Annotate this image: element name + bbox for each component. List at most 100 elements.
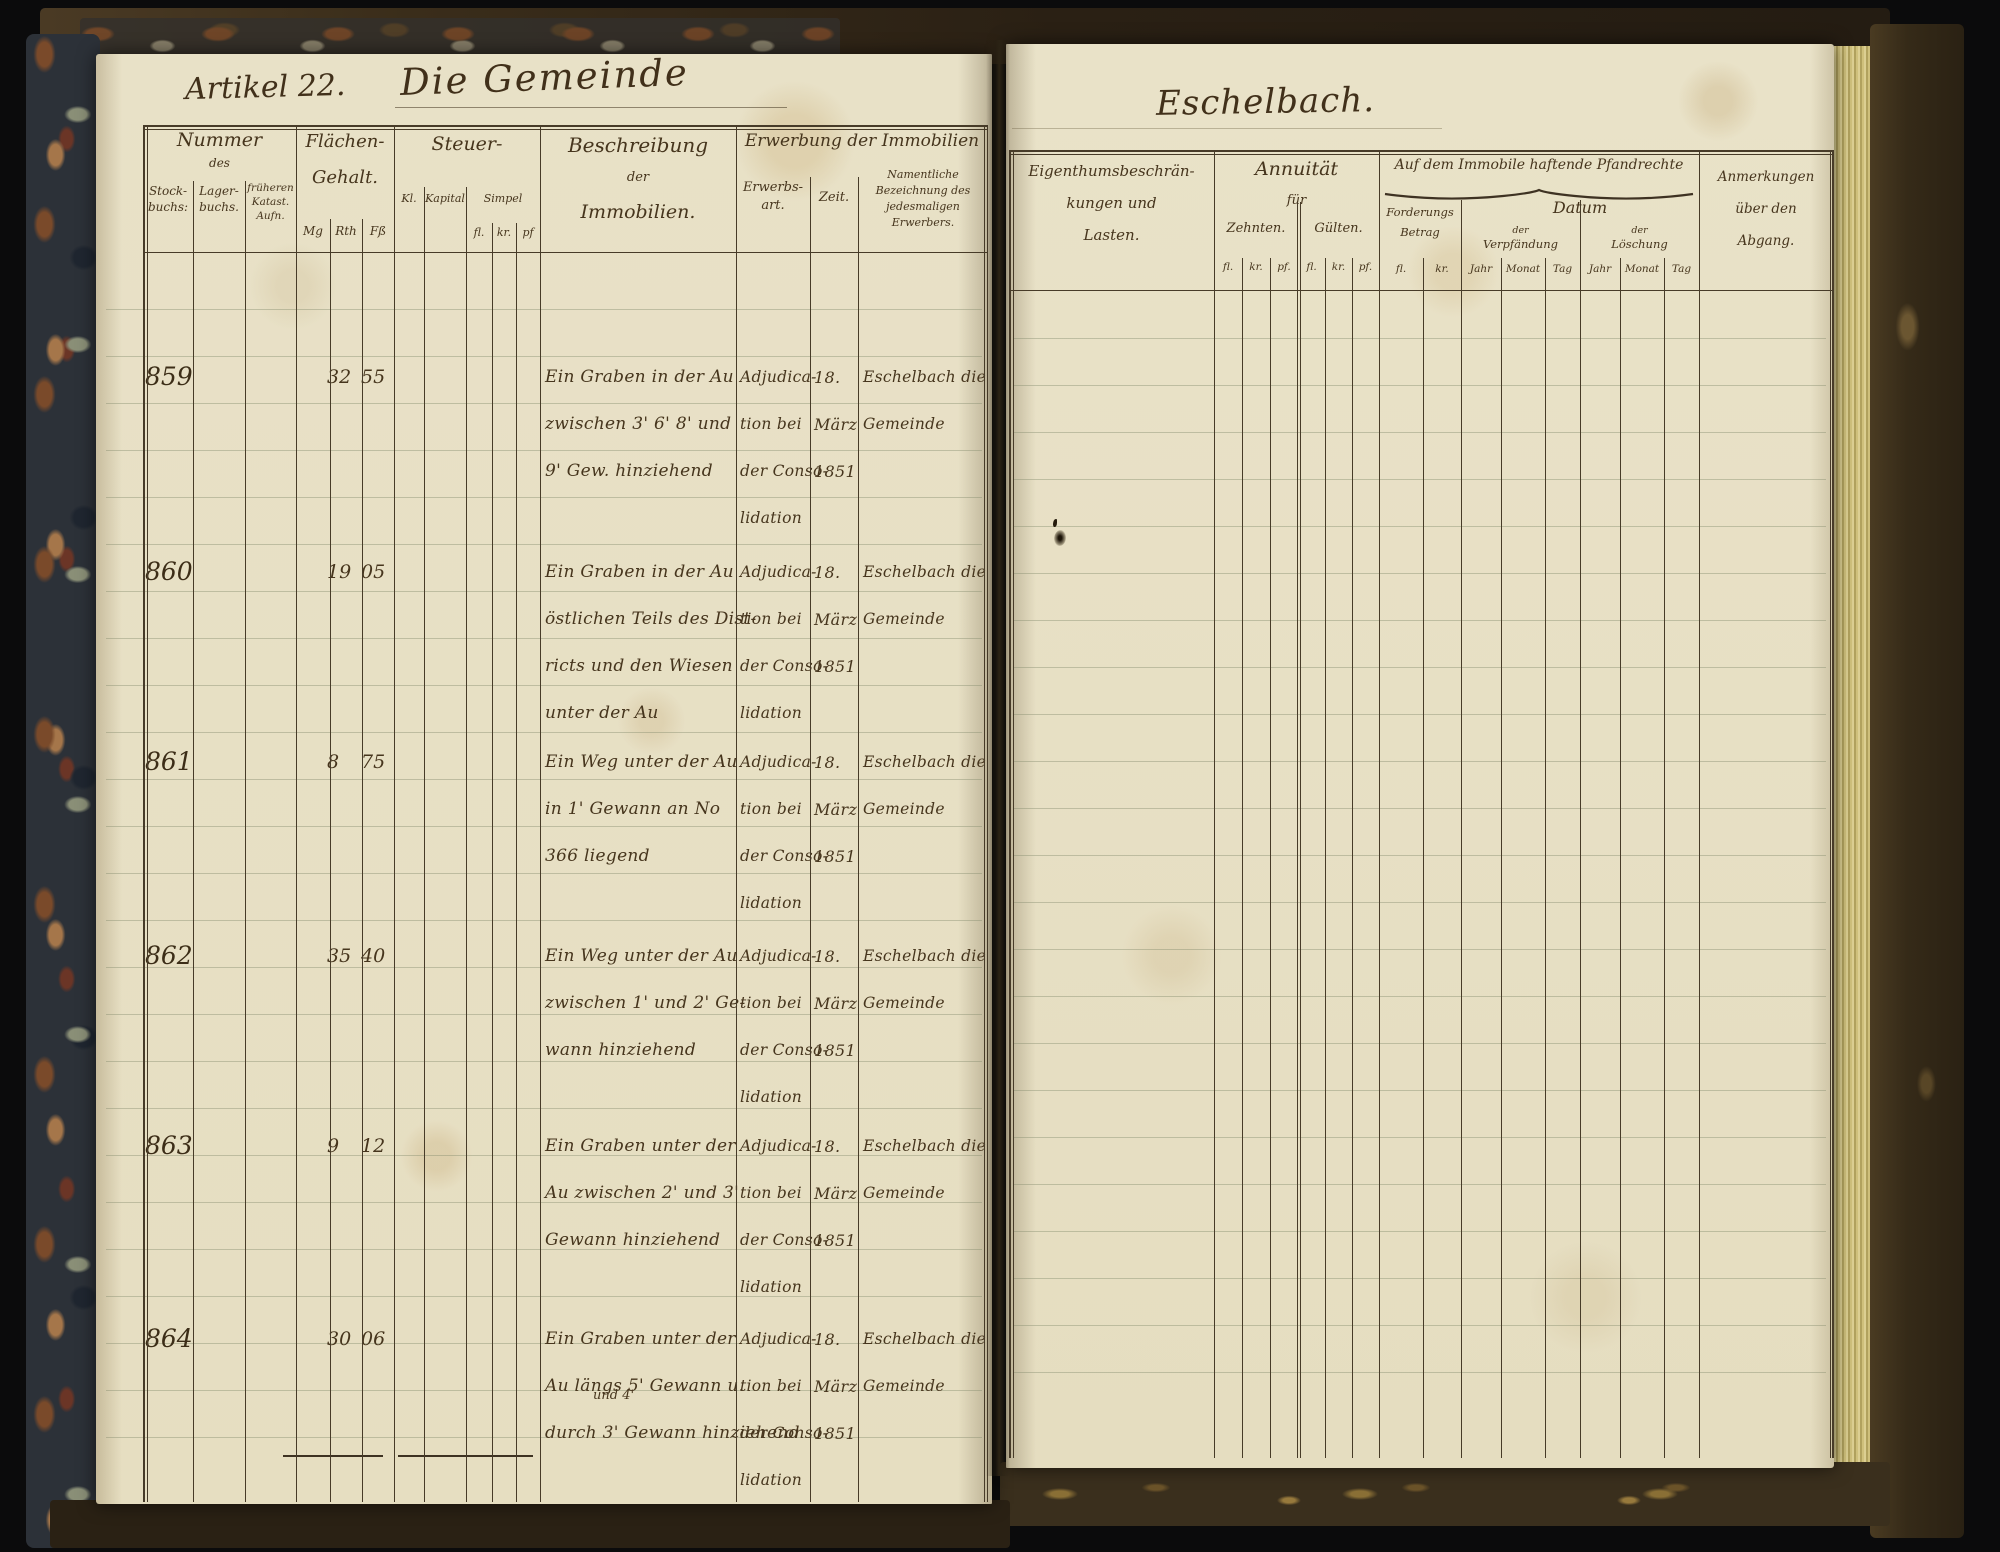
erwerbsart-line: der Conso-: [740, 1041, 829, 1059]
entry-number: 860: [145, 557, 193, 586]
col-header-kapital: Kapital: [425, 192, 465, 205]
erwerber-text: Eschelbach die Gemeinde: [863, 1123, 988, 1217]
erwerbsart-line: der Conso-: [740, 657, 829, 675]
column-rule-line: [1832, 150, 1834, 1458]
col-header-lagerbuchs: Lager-: [199, 184, 239, 198]
beschreibung-text: Ein Graben unter der Au längs 5' Gewann …: [545, 1316, 799, 1457]
marbled-top-edge: [80, 18, 840, 58]
zeit-line: März: [814, 1184, 858, 1203]
erwerber-line: Eschelbach die: [863, 563, 987, 581]
marbled-cover-left: [26, 34, 100, 1548]
zeit-text: 18. März 1851: [814, 549, 858, 690]
entry-number: 863: [145, 1131, 193, 1160]
entry-number: 861: [145, 747, 193, 776]
erwerbsart-line: tion bei: [740, 415, 802, 433]
beschreibung-text: Ein Graben in der Au östlichen Teils des…: [545, 549, 756, 737]
unit-kreuzer: kr.: [496, 226, 512, 239]
column-rule-line: [1379, 150, 1381, 1458]
zeit-line: 18.: [814, 1137, 841, 1156]
erwerber-line: Gemeinde: [863, 415, 945, 433]
column-rule-line: [736, 125, 738, 1502]
erwerbsart-line: lidation: [740, 1088, 802, 1106]
row-rule-line: [1009, 290, 1833, 292]
ledger-row: 864 30 06 Ein Graben unter der Au längs …: [143, 1324, 988, 1520]
column-rule-line: [146, 125, 148, 1502]
ledger-row: 859 32 55 Ein Graben in der Au zwischen …: [143, 362, 988, 558]
beschreibung-line: unter der Au: [545, 703, 659, 723]
beschreibung-line: Ein Graben unter der: [545, 1329, 736, 1349]
beschreibung-text: Ein Weg unter der Au in 1' Gewann an No …: [545, 739, 737, 880]
column-rule-line: [466, 187, 467, 1502]
beschreibung-line: Au längs 5' Gewann u.: [545, 1376, 745, 1396]
column-rule-line: [516, 223, 517, 1502]
erwerbsart-line: tion bei: [740, 994, 802, 1012]
unit-gulden: fl.: [1222, 261, 1234, 273]
column-rule-line: [1664, 258, 1665, 1458]
zeit-line: 1851: [814, 657, 856, 676]
erwerber-text: Eschelbach die Gemeinde: [863, 1316, 988, 1410]
column-rule-line: [858, 177, 859, 1502]
unit-kreuzer: kr.: [1435, 263, 1449, 275]
column-rule-line: [1829, 150, 1831, 1458]
col-header-erwerbung: Erwerbung der Immobilien: [744, 131, 980, 151]
beschreibung-line: Ein Weg unter der Au: [545, 752, 738, 772]
zeit-line: 18.: [814, 368, 841, 387]
flaechen-fuss-value: 06: [361, 1328, 386, 1350]
book-cover-right: [1870, 24, 1964, 1538]
erwerbsart-line: Adjudica-: [740, 563, 817, 581]
col-header-lasten3: Lasten.: [1083, 226, 1140, 244]
erwerber-text: Eschelbach die Gemeinde: [863, 739, 988, 833]
book-gutter: [986, 40, 1010, 1476]
beschreibung-line: zwischen 1' und 2' Ge-: [545, 993, 746, 1013]
col-header-zeit: Zeit.: [818, 190, 850, 205]
erwerbsart-line: Adjudica-: [740, 1137, 817, 1155]
book-cover-bottom-left: [50, 1500, 1010, 1548]
row-rule-line: [143, 252, 988, 254]
zeit-text: 18. März 1851: [814, 1316, 858, 1457]
unit-morgen: Mg: [303, 224, 323, 238]
ledger-row: 861 8 75 Ein Weg unter der Au in 1' Gewa…: [143, 747, 988, 943]
unit-gulden: fl.: [1395, 263, 1407, 275]
row-rule-line: [143, 125, 988, 127]
col-header-lasten: Eigenthumsbeschrän-: [1028, 162, 1195, 180]
col-header-forderung: Forderungs: [1386, 205, 1454, 219]
register-table-right: Eigenthumsbeschrän- kungen und Lasten. A…: [1009, 150, 1834, 1458]
right-page: Eschelbach. Eigenthumsbeschrän- kungen u…: [1006, 44, 1834, 1468]
column-rule-line: [1299, 202, 1301, 1458]
col-header-anmerkungen: Anmerkungen: [1717, 169, 1815, 185]
col-header-beschreibung: Beschreibung: [567, 133, 709, 157]
unit-jahr: Jahr: [1469, 263, 1493, 275]
erwerber-text: Eschelbach die Gemeinde: [863, 549, 988, 643]
flaechen-ruthen-value: 19: [327, 561, 352, 583]
col-header-erwerber: Namentliche: [887, 168, 959, 181]
col-header-verpfaendung: Verpfändung: [1483, 237, 1558, 251]
col-header-immobilien: Immobilien.: [580, 201, 696, 223]
unit-monat: Monat: [1505, 263, 1541, 275]
column-rule-line: [296, 125, 298, 1502]
beschreibung-line: 366 liegend: [545, 846, 650, 866]
column-rule-line: [1580, 200, 1581, 1458]
column-rule-line: [1325, 258, 1326, 1458]
zeit-line: 1851: [814, 1424, 856, 1443]
col-header-nummer: Nummer: [176, 129, 263, 151]
col-header-annuitaet: Annuität: [1254, 158, 1339, 180]
erwerber-line: Eschelbach die: [863, 368, 987, 386]
column-rule-line: [1545, 258, 1546, 1458]
column-rule-line: [330, 219, 331, 1502]
unit-tag: Tag: [1671, 263, 1692, 275]
beschreibung-line: Au zwischen 2' und 3': [545, 1183, 740, 1203]
col-header-erwerbsart2: art.: [761, 198, 785, 213]
page-edges-right: [1834, 46, 1876, 1470]
unit-jahr: Jahr: [1588, 263, 1612, 275]
unit-kreuzer: kr.: [1331, 261, 1346, 273]
column-rule-line: [245, 181, 246, 1502]
unit-gulden: fl.: [1306, 261, 1317, 273]
col-header-stockbuchs: Stock-: [148, 184, 188, 198]
column-rule-line: [1012, 150, 1014, 1458]
flaechen-ruthen-value: 32: [327, 366, 352, 388]
column-rule-line: [143, 125, 145, 1502]
beschreibung-line: 9' Gew. hinziehend: [545, 461, 713, 481]
erwerbsart-text: Adjudica- tion bei der Conso- lidation: [740, 549, 829, 737]
col-header-anmerkungen3: Abgang.: [1737, 233, 1795, 249]
col-header-zehnten: Zehnten.: [1226, 221, 1286, 236]
